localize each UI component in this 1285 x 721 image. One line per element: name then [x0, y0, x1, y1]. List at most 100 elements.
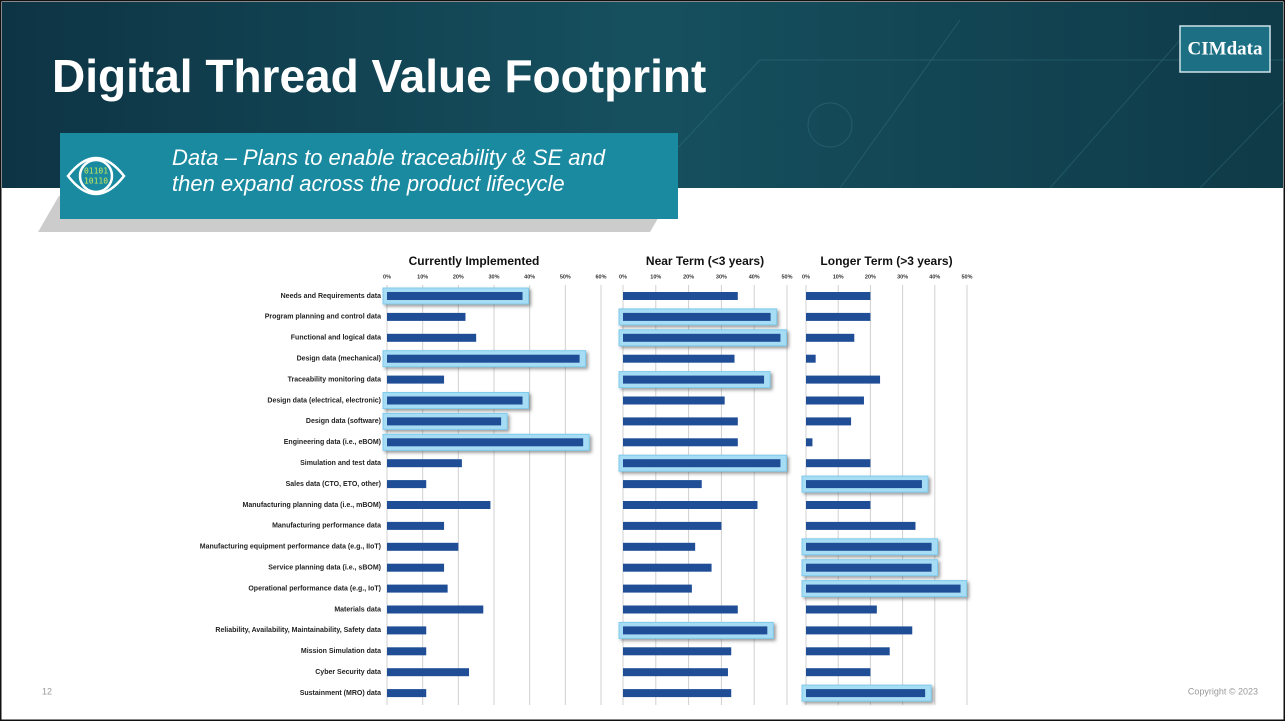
- bar: [806, 292, 871, 300]
- bar: [623, 584, 692, 593]
- bar: [623, 396, 725, 405]
- bar: [387, 480, 427, 489]
- x-tick-label: 30%: [897, 274, 908, 280]
- bar: [387, 521, 445, 530]
- bar: [806, 647, 890, 656]
- x-tick-label: 0%: [802, 274, 810, 280]
- callout-line: then expand across the product lifecycle: [172, 171, 565, 196]
- bar: [623, 480, 702, 489]
- bar: [623, 563, 712, 572]
- bar: [623, 501, 758, 509]
- category-label: Simulation and test data: [300, 460, 381, 467]
- copyright: Copyright © 2023: [1188, 686, 1258, 696]
- bar: [623, 312, 771, 321]
- bar: [623, 459, 781, 468]
- bar: [806, 480, 922, 489]
- x-tick-label: 50%: [781, 274, 792, 280]
- bar: [623, 354, 735, 363]
- logo-box: [1179, 25, 1271, 73]
- category-label: Design data (software): [306, 418, 381, 425]
- bar: [623, 605, 738, 614]
- bar: [806, 438, 813, 447]
- bar: [806, 584, 961, 593]
- svg-text:10110: 10110: [84, 177, 108, 186]
- bar: [623, 647, 732, 656]
- bar: [387, 375, 445, 384]
- bar: [387, 417, 502, 426]
- category-label: Operational performance data (e.g., IoT): [248, 585, 381, 592]
- bar: [806, 501, 871, 509]
- bar: [806, 542, 932, 551]
- x-tick-label: 20%: [683, 274, 694, 280]
- bar: [387, 312, 466, 321]
- bar: [623, 542, 696, 551]
- x-tick-label: 60%: [595, 274, 606, 280]
- bar: [623, 626, 768, 635]
- category-label: Design data (electrical, electronic): [267, 397, 381, 404]
- bar: [387, 563, 445, 572]
- bar: [623, 521, 722, 530]
- callout-box: [60, 133, 678, 219]
- bar: [387, 605, 484, 614]
- bar: [387, 396, 523, 405]
- bar: [387, 354, 580, 363]
- chart-title: Currently Implemented: [409, 254, 540, 268]
- header-decoration: [639, 19, 1285, 189]
- bar: [623, 292, 738, 300]
- x-tick-label: 50%: [961, 274, 972, 280]
- x-tick-label: 0%: [619, 274, 627, 280]
- bar: [806, 417, 852, 426]
- category-label: Service planning data (i.e., sBOM): [268, 565, 381, 572]
- category-label: Needs and Requirements data: [281, 293, 381, 300]
- x-tick-label: 40%: [524, 274, 535, 280]
- bar: [387, 542, 459, 551]
- x-tick-label: 10%: [650, 274, 661, 280]
- chart-title: Longer Term (>3 years): [820, 254, 952, 268]
- category-label: Engineering data (i.e., eBOM): [284, 439, 381, 446]
- bar: [387, 626, 427, 635]
- category-label: Mission Simulation data: [301, 648, 381, 655]
- category-label: Manufacturing performance data: [272, 523, 381, 530]
- bar: [387, 292, 523, 300]
- category-label: Traceability monitoring data: [288, 376, 381, 383]
- bar: [387, 689, 427, 698]
- bar: [806, 605, 877, 614]
- bar: [806, 459, 871, 468]
- bar: [806, 668, 871, 677]
- bar: [806, 521, 916, 530]
- bar: [387, 333, 477, 342]
- bar: [387, 501, 491, 509]
- bar: [623, 438, 738, 447]
- bar: [623, 689, 732, 698]
- bar: [806, 375, 881, 384]
- bar: [387, 668, 470, 677]
- bar: [806, 689, 926, 698]
- slide-title: Digital Thread Value Footprint: [52, 50, 706, 102]
- bar: [623, 417, 738, 426]
- eye-icon: 01101 10110: [66, 156, 126, 196]
- category-label: Design data (mechanical): [297, 356, 381, 363]
- bar: [387, 584, 448, 593]
- x-tick-label: 10%: [417, 274, 428, 280]
- category-label: Functional and logical data: [291, 335, 381, 342]
- bar: [806, 626, 913, 635]
- category-label: Sustainment (MRO) data: [300, 690, 381, 697]
- category-label: Reliability, Availability, Maintainabili…: [215, 627, 381, 634]
- x-tick-label: 50%: [560, 274, 571, 280]
- page-number: 12: [42, 686, 52, 696]
- category-label: Manufacturing equipment performance data…: [200, 544, 381, 551]
- bar: [806, 312, 871, 321]
- svg-text:01101: 01101: [84, 167, 108, 176]
- bar: [623, 668, 728, 677]
- x-tick-label: 40%: [929, 274, 940, 280]
- category-label: Manufacturing planning data (i.e., mBOM): [243, 502, 381, 509]
- x-tick-label: 20%: [865, 274, 876, 280]
- bar: [806, 354, 816, 363]
- x-tick-label: 20%: [453, 274, 464, 280]
- bar: [623, 333, 781, 342]
- x-tick-label: 30%: [488, 274, 499, 280]
- x-tick-label: 10%: [833, 274, 844, 280]
- bar: [806, 563, 932, 572]
- bar: [806, 333, 855, 342]
